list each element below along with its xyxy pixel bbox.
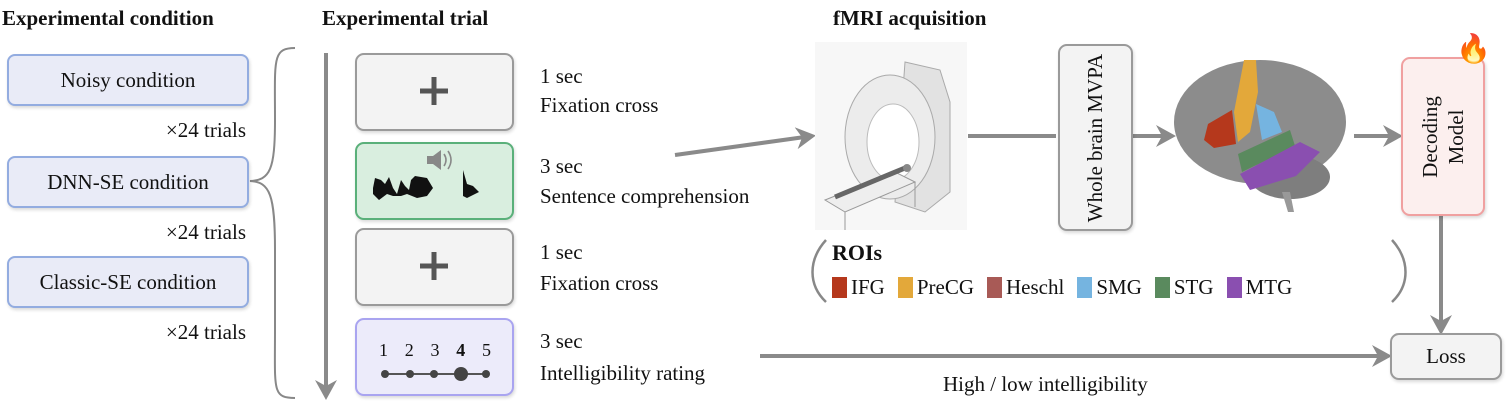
header-fmri: fMRI acquisition <box>833 6 987 30</box>
header-condition: Experimental condition <box>2 6 214 30</box>
mri-scanner-image <box>815 42 967 230</box>
rating-option: 5 <box>482 340 491 360</box>
decoding-model-box: Decoding Model <box>1401 57 1485 216</box>
step-label: Fixation cross <box>540 271 659 295</box>
roi-swatch <box>1226 277 1242 298</box>
step-duration: 1 sec <box>540 240 583 264</box>
plus-icon <box>420 77 448 105</box>
trial-count: ×24 trials <box>165 118 246 142</box>
rating-slider <box>381 367 490 381</box>
condition-classic-se: Classic-SE condition <box>7 256 249 308</box>
waveform-icon <box>373 170 479 200</box>
roi-swatch <box>897 277 913 298</box>
roi-legend-item: Heschl <box>987 275 1064 300</box>
roi-legend-item: STG <box>1154 275 1214 300</box>
brain-roi-image <box>1174 60 1346 212</box>
rating-scale: 1 2 3 4 5 <box>355 318 514 396</box>
trial-fixation-box <box>355 228 514 306</box>
mvpa-box: Whole brain MVPA <box>1058 44 1133 231</box>
step-label: Fixation cross <box>540 93 659 117</box>
roi-legend-item: PreCG <box>897 275 974 300</box>
roi-swatch <box>987 277 1003 298</box>
trial-count: ×24 trials <box>165 320 246 344</box>
step-duration: 1 sec <box>540 64 583 88</box>
arrow-to-fmri <box>674 127 816 157</box>
loss-box: Loss <box>1390 333 1502 380</box>
trial-fixation-box <box>355 53 514 131</box>
condition-dnn-se: DNN-SE condition <box>7 156 249 208</box>
roi-paren-left <box>811 239 827 303</box>
roi-legend-item: MTG <box>1226 275 1292 300</box>
condition-noisy: Noisy condition <box>7 54 249 106</box>
rating-option-selected: 4 <box>456 340 466 360</box>
step-label: Intelligibility rating <box>540 361 706 385</box>
trial-count: ×24 trials <box>165 220 246 244</box>
rating-option: 3 <box>430 340 440 360</box>
condition-brace <box>249 47 296 399</box>
roi-legend-item: SMG <box>1077 275 1142 300</box>
roi-swatch <box>1154 277 1170 298</box>
mvpa-label: Whole brain MVPA <box>1083 53 1108 222</box>
roi-swatch <box>1077 277 1093 298</box>
step-duration: 3 sec <box>540 154 583 178</box>
plus-icon <box>420 252 448 280</box>
roi-legend: IFG PreCG Heschl SMG STG MTG <box>832 275 1301 303</box>
rating-option: 2 <box>404 340 414 360</box>
trial-speech-box <box>355 142 514 220</box>
decoding-model-label: Decoding Model <box>1418 95 1468 178</box>
header-trial: Experimental trial <box>322 6 489 30</box>
rating-option: 1 <box>379 340 388 360</box>
roi-legend-item: IFG <box>832 275 885 300</box>
roi-paren-right <box>1391 239 1407 303</box>
target-label: High / low intelligibility <box>943 372 1148 396</box>
speaker-icon <box>427 150 452 170</box>
fire-icon: 🔥 <box>1456 32 1491 65</box>
step-label: Sentence comprehension <box>540 184 750 208</box>
roi-swatch <box>832 277 847 298</box>
step-duration: 3 sec <box>540 329 583 353</box>
roi-title: ROIs <box>832 240 883 265</box>
